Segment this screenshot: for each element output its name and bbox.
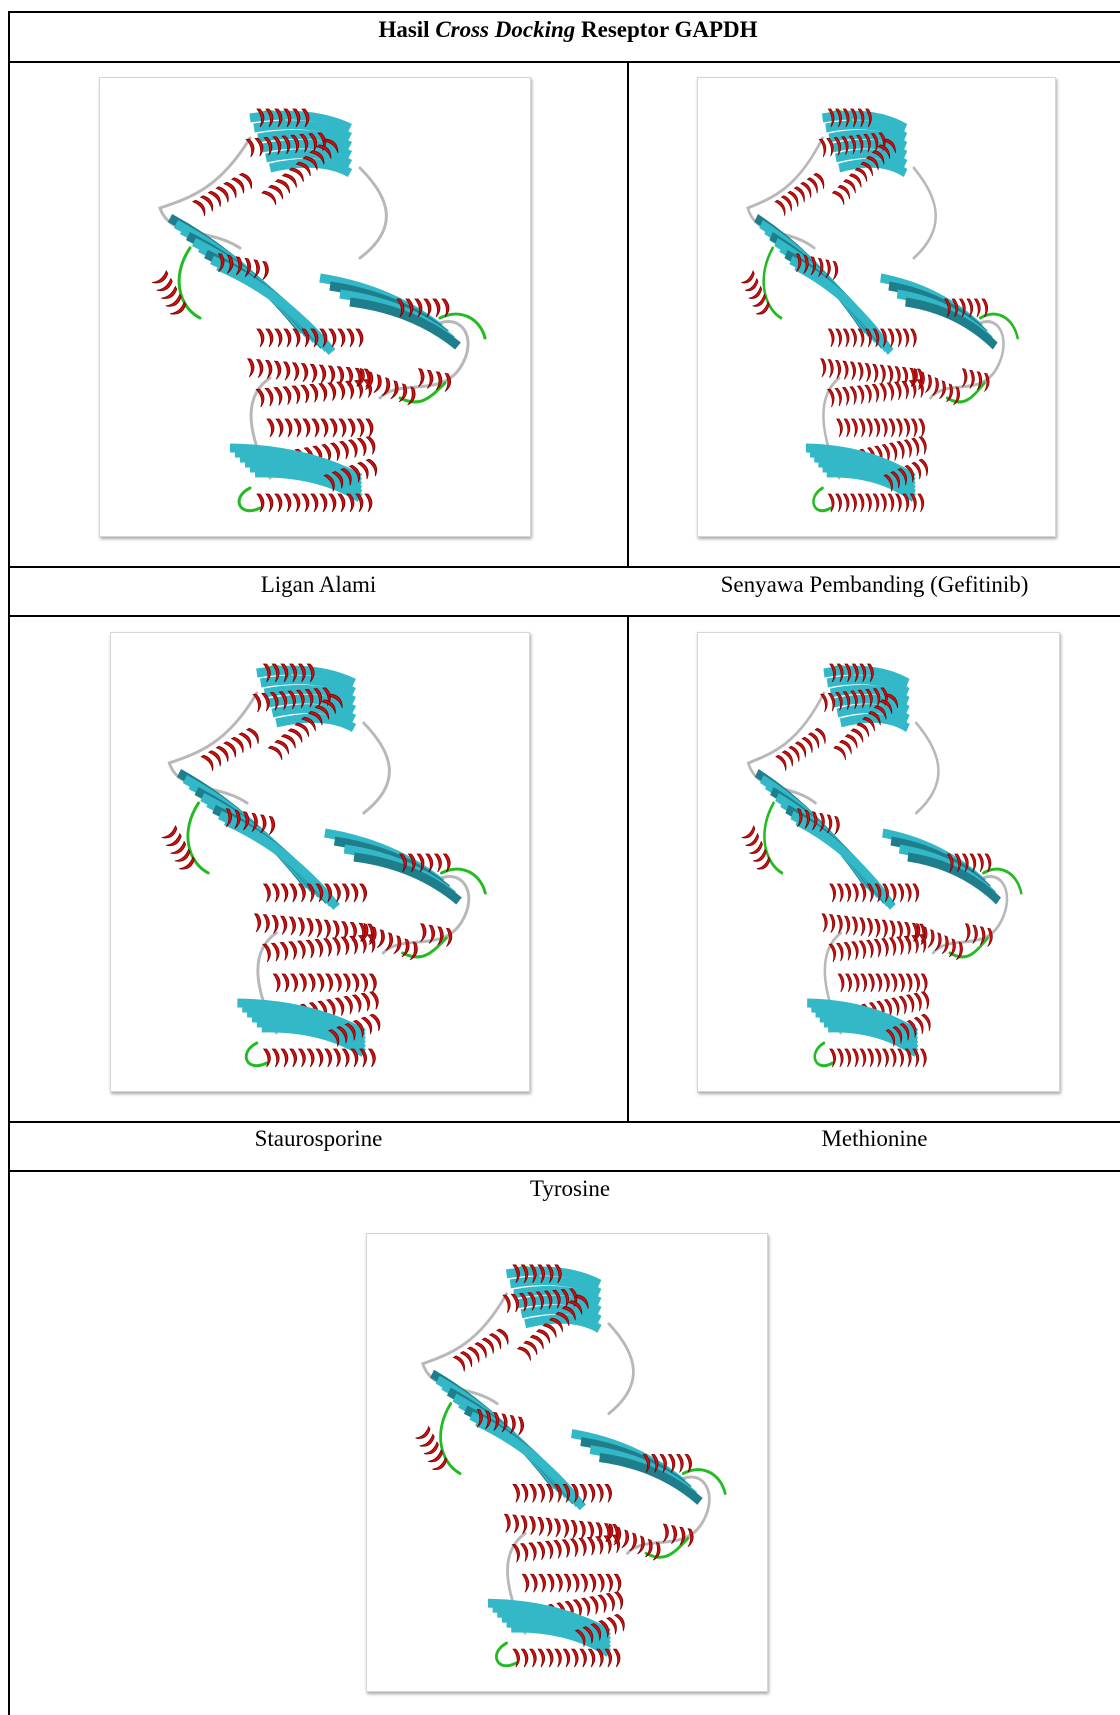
label-ligan-alami: Ligan Alami (260, 572, 377, 597)
table-border-row1 (8, 61, 1120, 63)
protein-image-ligan-alami (99, 77, 531, 537)
protein-structure-icon (161, 663, 487, 1068)
label-staurosporine: Staurosporine (254, 1126, 383, 1151)
table-border-top (8, 11, 1120, 13)
table-border-row2 (8, 566, 1120, 568)
label-methionine: Methionine (821, 1126, 928, 1151)
protein-structure-icon (415, 1264, 727, 1668)
table-divider-upper (627, 61, 629, 567)
label-tyrosine: Tyrosine (529, 1176, 611, 1201)
protein-structure-icon (741, 663, 1023, 1068)
protein-image-methionine (697, 632, 1060, 1092)
protein-structure-icon (152, 108, 487, 513)
table-border-row5 (8, 1170, 1120, 1172)
protein-image-gefitinib (697, 77, 1056, 537)
table-title: Hasil Cross Docking Reseptor GAPDH (378, 17, 758, 42)
protein-structure-icon (741, 108, 1019, 513)
protein-image-staurosporine (110, 632, 530, 1092)
label-gefitinib: Senyawa Pembanding (Gefitinib) (720, 572, 1029, 597)
table-divider-lower (627, 615, 629, 1122)
protein-image-tyrosine (366, 1233, 768, 1692)
table-border-left (8, 11, 10, 1715)
table-border-row3 (8, 615, 1120, 617)
table-border-row4 (8, 1121, 1120, 1123)
